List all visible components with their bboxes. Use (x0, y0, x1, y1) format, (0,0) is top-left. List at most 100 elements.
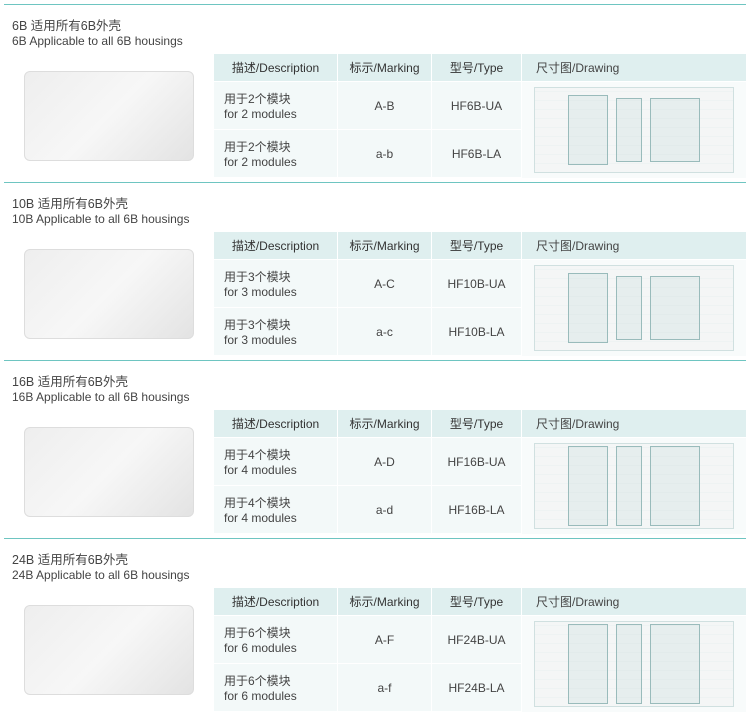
th-marking: 标示/Marking (338, 54, 432, 82)
section-title-zh: 16B 适用所有6B外壳 (12, 371, 738, 390)
th-drawing: 尺寸图/Drawing (522, 232, 746, 260)
table-row: 用于4个模块for 4 modulesa-dHF16B-LA (214, 486, 522, 534)
table-header-row: 描述/Description标示/Marking型号/Type (214, 232, 522, 260)
drawing-cell: 尺寸图/Drawing (522, 232, 746, 356)
product-image-cell (4, 232, 214, 356)
section-header: 10B 适用所有6B外壳10B Applicable to all 6B hou… (4, 191, 746, 232)
data-table: 描述/Description标示/Marking型号/Type用于4个模块for… (214, 410, 522, 534)
technical-drawing (534, 621, 734, 707)
data-table: 描述/Description标示/Marking型号/Type用于3个模块for… (214, 232, 522, 356)
desc-en: for 6 modules (224, 689, 297, 703)
th-description: 描述/Description (214, 232, 338, 260)
table-row: 用于6个模块for 6 modulesa-fHF24B-LA (214, 664, 522, 712)
section-0: 6B 适用所有6B外壳6B Applicable to all 6B housi… (4, 4, 746, 182)
section-title-en: 24B Applicable to all 6B housings (12, 568, 738, 582)
content-row: 描述/Description标示/Marking型号/Type用于2个模块for… (4, 54, 746, 178)
th-drawing: 尺寸图/Drawing (522, 54, 746, 82)
td-type: HF16B-LA (432, 486, 522, 534)
product-image-cell (4, 410, 214, 534)
content-row: 描述/Description标示/Marking型号/Type用于4个模块for… (4, 410, 746, 534)
td-marking: A-F (338, 616, 432, 664)
th-type: 型号/Type (432, 410, 522, 438)
table-header-row: 描述/Description标示/Marking型号/Type (214, 54, 522, 82)
data-table: 描述/Description标示/Marking型号/Type用于2个模块for… (214, 54, 522, 178)
td-marking: A-D (338, 438, 432, 486)
section-1: 10B 适用所有6B外壳10B Applicable to all 6B hou… (4, 182, 746, 360)
section-2: 16B 适用所有6B外壳16B Applicable to all 6B hou… (4, 360, 746, 538)
td-description: 用于3个模块for 3 modules (214, 260, 338, 308)
section-header: 24B 适用所有6B外壳24B Applicable to all 6B hou… (4, 547, 746, 588)
th-description: 描述/Description (214, 588, 338, 616)
technical-drawing (534, 265, 734, 351)
td-description: 用于4个模块for 4 modules (214, 438, 338, 486)
product-image (24, 427, 194, 517)
desc-zh: 用于4个模块 (224, 446, 291, 463)
td-marking: a-d (338, 486, 432, 534)
th-type: 型号/Type (432, 232, 522, 260)
desc-en: for 4 modules (224, 511, 297, 525)
drawing-cell: 尺寸图/Drawing (522, 410, 746, 534)
technical-drawing (534, 87, 734, 173)
product-image (24, 249, 194, 339)
th-marking: 标示/Marking (338, 588, 432, 616)
th-type: 型号/Type (432, 588, 522, 616)
drawing-body (522, 616, 746, 712)
td-marking: a-f (338, 664, 432, 712)
drawing-cell: 尺寸图/Drawing (522, 588, 746, 712)
td-marking: a-c (338, 308, 432, 356)
th-marking: 标示/Marking (338, 232, 432, 260)
th-description: 描述/Description (214, 54, 338, 82)
table-header-row: 描述/Description标示/Marking型号/Type (214, 588, 522, 616)
section-title-en: 16B Applicable to all 6B housings (12, 390, 738, 404)
td-type: HF16B-UA (432, 438, 522, 486)
desc-zh: 用于3个模块 (224, 268, 291, 285)
product-image (24, 605, 194, 695)
technical-drawing (534, 443, 734, 529)
section-header: 6B 适用所有6B外壳6B Applicable to all 6B housi… (4, 13, 746, 54)
table-row: 用于3个模块for 3 modulesA-CHF10B-UA (214, 260, 522, 308)
td-description: 用于6个模块for 6 modules (214, 616, 338, 664)
td-description: 用于3个模块for 3 modules (214, 308, 338, 356)
desc-zh: 用于4个模块 (224, 494, 291, 511)
drawing-body (522, 438, 746, 534)
desc-en: for 4 modules (224, 463, 297, 477)
desc-zh: 用于2个模块 (224, 90, 291, 107)
content-row: 描述/Description标示/Marking型号/Type用于6个模块for… (4, 588, 746, 712)
td-description: 用于2个模块for 2 modules (214, 130, 338, 178)
section-title-en: 6B Applicable to all 6B housings (12, 34, 738, 48)
td-marking: A-B (338, 82, 432, 130)
desc-en: for 3 modules (224, 285, 297, 299)
desc-zh: 用于3个模块 (224, 316, 291, 333)
td-marking: a-b (338, 130, 432, 178)
desc-zh: 用于6个模块 (224, 672, 291, 689)
th-type: 型号/Type (432, 54, 522, 82)
td-marking: A-C (338, 260, 432, 308)
product-image-cell (4, 588, 214, 712)
th-drawing: 尺寸图/Drawing (522, 410, 746, 438)
td-type: HF24B-LA (432, 664, 522, 712)
desc-en: for 6 modules (224, 641, 297, 655)
table-row: 用于2个模块for 2 modulesa-bHF6B-LA (214, 130, 522, 178)
section-title-zh: 6B 适用所有6B外壳 (12, 15, 738, 34)
td-type: HF10B-LA (432, 308, 522, 356)
td-description: 用于2个模块for 2 modules (214, 82, 338, 130)
th-marking: 标示/Marking (338, 410, 432, 438)
drawing-body (522, 82, 746, 178)
drawing-body (522, 260, 746, 356)
desc-zh: 用于6个模块 (224, 624, 291, 641)
th-drawing: 尺寸图/Drawing (522, 588, 746, 616)
section-title-en: 10B Applicable to all 6B housings (12, 212, 738, 226)
data-table: 描述/Description标示/Marking型号/Type用于6个模块for… (214, 588, 522, 712)
td-description: 用于6个模块for 6 modules (214, 664, 338, 712)
td-type: HF6B-LA (432, 130, 522, 178)
drawing-cell: 尺寸图/Drawing (522, 54, 746, 178)
td-type: HF24B-UA (432, 616, 522, 664)
desc-en: for 3 modules (224, 333, 297, 347)
section-3: 24B 适用所有6B外壳24B Applicable to all 6B hou… (4, 538, 746, 716)
td-type: HF10B-UA (432, 260, 522, 308)
section-title-zh: 24B 适用所有6B外壳 (12, 549, 738, 568)
desc-en: for 2 modules (224, 107, 297, 121)
td-description: 用于4个模块for 4 modules (214, 486, 338, 534)
table-header-row: 描述/Description标示/Marking型号/Type (214, 410, 522, 438)
td-type: HF6B-UA (432, 82, 522, 130)
